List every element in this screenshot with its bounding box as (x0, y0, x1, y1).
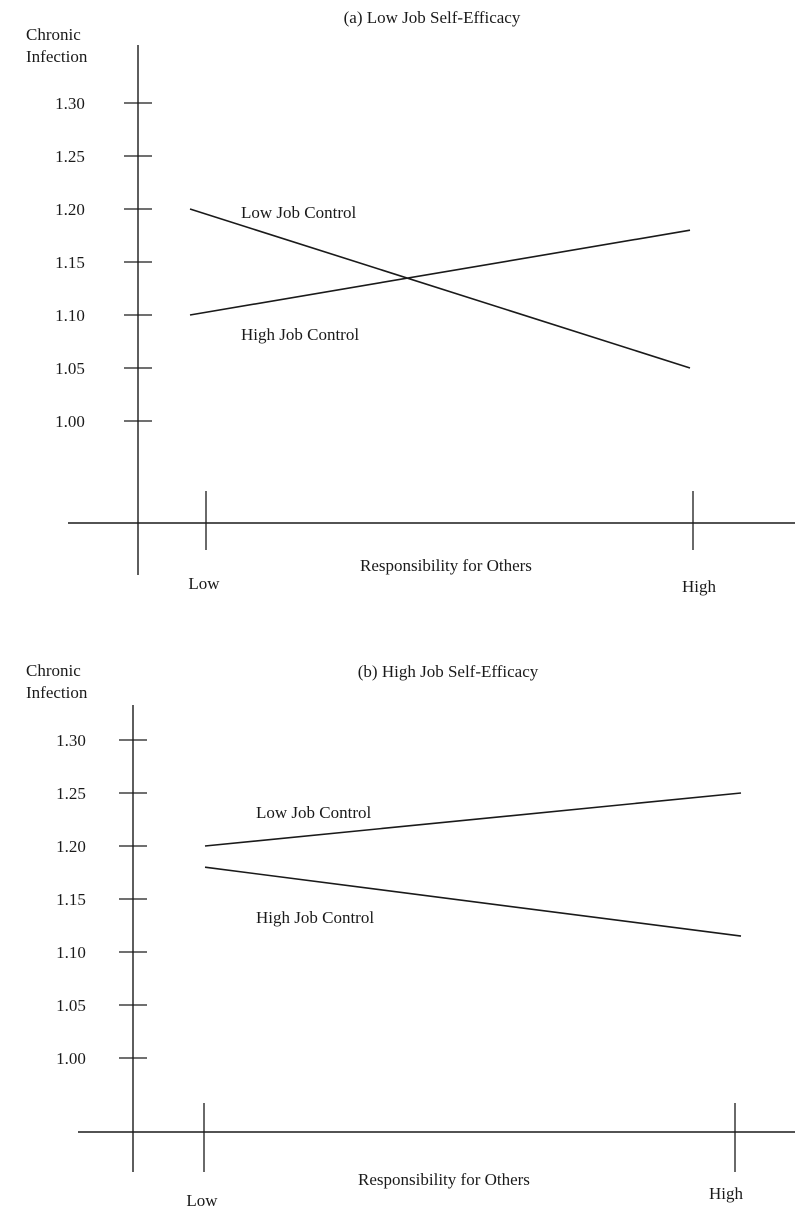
y-tick-label: 1.20 (56, 837, 86, 856)
y-tick-label: 1.30 (55, 94, 85, 113)
y-ticks: 1.30 1.25 1.20 1.15 1.10 1.05 1.00 (56, 731, 147, 1068)
y-axis-label-line2: Infection (26, 683, 88, 702)
panel-title: (b) High Job Self-Efficacy (358, 662, 539, 681)
series-line-low-job-control (204, 792, 742, 847)
series-line-high-job-control (189, 229, 691, 316)
y-ticks: 1.30 1.25 1.20 1.15 1.10 1.05 1.00 (55, 94, 152, 431)
x-tick-label-low: Low (186, 1191, 218, 1210)
panel-low-self-efficacy: (a) Low Job Self-Efficacy Chronic Infect… (26, 8, 795, 596)
series-lines (189, 208, 691, 369)
y-tick-label: 1.20 (55, 200, 85, 219)
y-tick-label: 1.15 (56, 890, 86, 909)
series-label-high-job-control: High Job Control (241, 325, 359, 344)
y-tick-label: 1.00 (55, 412, 85, 431)
y-axis-label-line1: Chronic (26, 661, 81, 680)
y-tick-label: 1.05 (56, 996, 86, 1015)
y-tick-label: 1.15 (55, 253, 85, 272)
series-lines (204, 792, 742, 937)
y-tick-label: 1.25 (55, 147, 85, 166)
x-tick-label-high: High (709, 1184, 744, 1203)
y-tick-label: 1.25 (56, 784, 86, 803)
y-axis-label-line2: Infection (26, 47, 88, 66)
x-ticks (203, 1103, 736, 1172)
series-label-low-job-control: Low Job Control (256, 803, 372, 822)
x-ticks (205, 491, 694, 550)
series-line-low-job-control (189, 208, 691, 369)
x-tick-label-high: High (682, 577, 717, 596)
panel-high-self-efficacy: (b) High Job Self-Efficacy Chronic Infec… (26, 661, 795, 1210)
y-tick-label: 1.10 (55, 306, 85, 325)
series-line-high-job-control (204, 866, 742, 937)
y-axis-label-line1: Chronic (26, 25, 81, 44)
y-tick-label: 1.30 (56, 731, 86, 750)
x-axis-label: Responsibility for Others (358, 1170, 530, 1189)
panel-title: (a) Low Job Self-Efficacy (344, 8, 521, 27)
y-tick-label: 1.05 (55, 359, 85, 378)
y-tick-label: 1.10 (56, 943, 86, 962)
series-label-high-job-control: High Job Control (256, 908, 374, 927)
x-tick-label-low: Low (188, 574, 220, 593)
y-tick-label: 1.00 (56, 1049, 86, 1068)
series-label-low-job-control: Low Job Control (241, 203, 357, 222)
x-axis-label: Responsibility for Others (360, 556, 532, 575)
